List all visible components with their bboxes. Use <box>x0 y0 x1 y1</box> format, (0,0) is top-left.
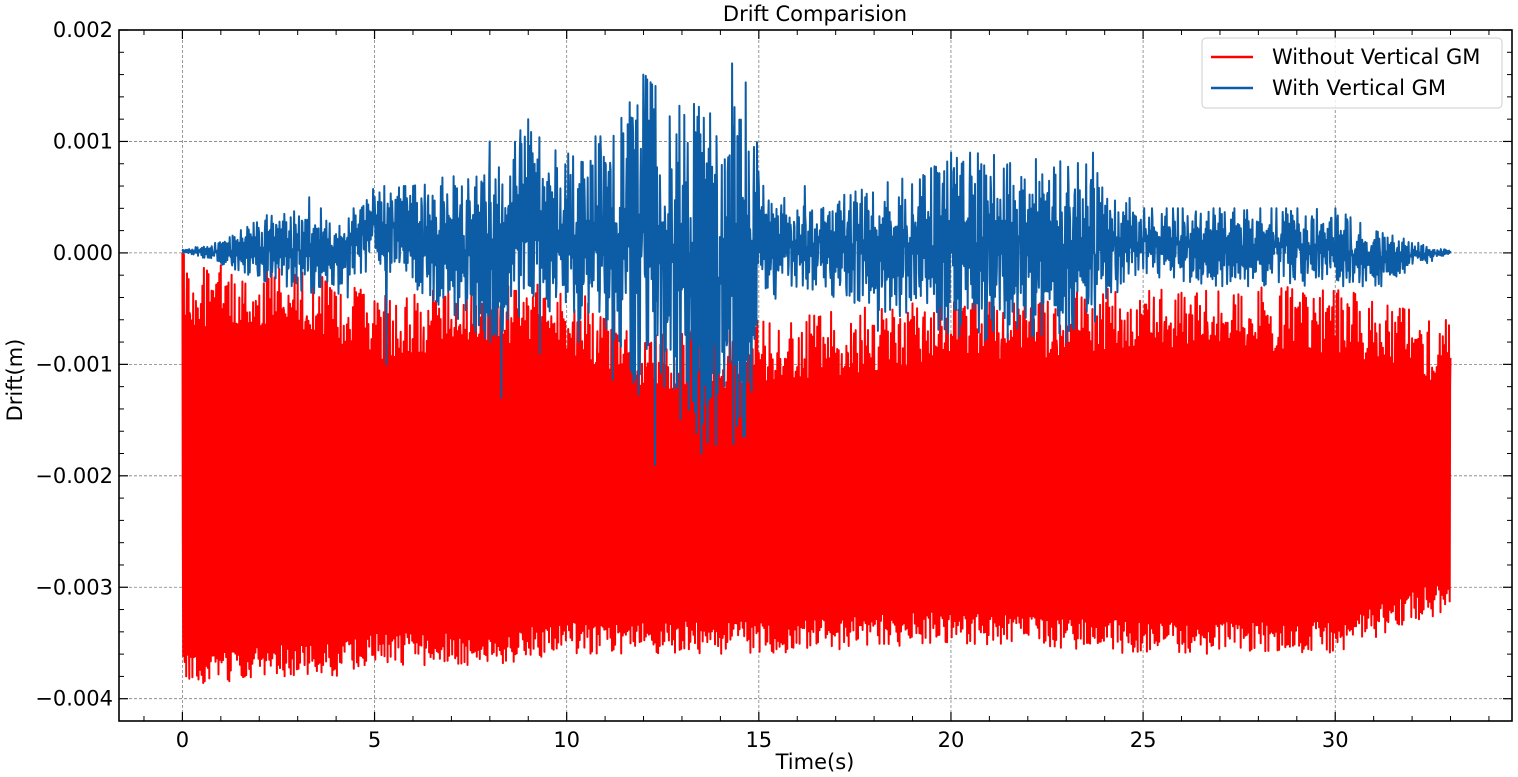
chart-title: Drift Comparision <box>723 2 907 26</box>
y-tick-label: 0.001 <box>53 129 113 153</box>
series-line-without-vertical-gm <box>181 252 1452 684</box>
y-tick-label: 0.000 <box>53 241 113 265</box>
y-tick-label: −0.001 <box>35 352 113 376</box>
axis-tick-labels: 0 5 10 15 20 25 30 0.002 0.001 0.000 −0.001 −0.002 −… <box>35 18 1348 752</box>
x-axis-title: Time(s) <box>775 750 855 774</box>
legend-box <box>1201 37 1503 109</box>
y-tick-label: −0.002 <box>35 464 113 488</box>
legend: Without Vertical GM With Vertical GM <box>1201 37 1503 109</box>
x-tick-label: 5 <box>368 728 381 752</box>
x-tick-label: 0 <box>176 728 189 752</box>
axis-ticks <box>119 29 1512 721</box>
x-tick-label: 30 <box>1322 728 1349 752</box>
x-tick-label: 25 <box>1130 728 1157 752</box>
y-tick-label: −0.003 <box>35 575 113 599</box>
y-tick-label: −0.004 <box>35 687 113 711</box>
plot-frame <box>118 29 1513 722</box>
x-tick-label: 15 <box>745 728 772 752</box>
legend-label-with-vertical-gm: With Vertical GM <box>1272 76 1446 100</box>
y-tick-label: 0.002 <box>53 18 113 42</box>
x-tick-label: 10 <box>553 728 580 752</box>
series-layer <box>181 62 1452 684</box>
series-line-with-vertical-gm <box>181 62 1452 466</box>
x-tick-label: 20 <box>938 728 965 752</box>
legend-label-without-vertical-gm: Without Vertical GM <box>1272 45 1480 69</box>
y-axis-title: Drift(m) <box>3 339 27 422</box>
